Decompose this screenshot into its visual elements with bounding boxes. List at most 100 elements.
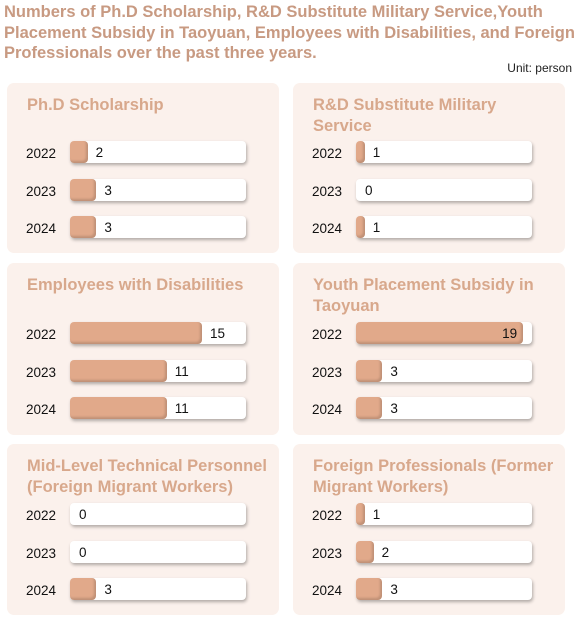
bar-row: 2023 2: [293, 540, 565, 567]
year-label: 2023: [312, 183, 343, 199]
value-label: 11: [174, 401, 189, 416]
bar-track: 3: [70, 216, 246, 238]
value-label: 1: [372, 220, 381, 235]
bar-row: 2024 3: [293, 397, 565, 423]
bar-track: 1: [356, 216, 532, 238]
year-label: 2024: [26, 221, 57, 236]
bar-row: 2022 2: [7, 141, 279, 167]
value-label: 0: [79, 507, 87, 522]
year-label: 2024: [312, 583, 343, 598]
year-label: 2024: [312, 402, 343, 417]
value-label: 3: [390, 363, 398, 379]
bar-row: 2024 11: [7, 397, 279, 423]
year-label: 2023: [312, 545, 343, 561]
bar-track: 3: [70, 578, 246, 600]
year-label: 2023: [26, 545, 57, 561]
value-label: 3: [390, 401, 398, 416]
value-label: 3: [390, 582, 398, 597]
bar: [356, 359, 383, 382]
value-label: 1: [372, 145, 381, 160]
bar: [70, 578, 97, 600]
bar-track: 15: [70, 322, 246, 344]
bar: [356, 216, 365, 238]
year-label: 2022: [26, 327, 57, 342]
year-label: 2024: [26, 583, 57, 598]
unit-label: Unit: person: [507, 61, 572, 75]
bar-track: 2: [70, 141, 246, 163]
bar-row: 2023 3: [293, 359, 565, 386]
value-label: 0: [365, 182, 373, 198]
bar-track: 0: [356, 178, 532, 201]
bar-track: 1: [356, 503, 532, 525]
year-label: 2023: [26, 364, 57, 380]
chart-panel: Employees with Disabilities 2022 15 2023 11 2…: [7, 263, 279, 435]
bar-track: 11: [70, 397, 246, 419]
value-label: 15: [210, 326, 226, 341]
bar: [356, 503, 365, 525]
bar: [70, 178, 97, 201]
bar-row: 2024 3: [293, 578, 565, 604]
bar: [356, 322, 524, 344]
bar: [70, 322, 202, 344]
value-label: 19: [502, 326, 518, 341]
bar-row: 2023 0: [7, 540, 279, 567]
bar-row: 2024 3: [7, 216, 279, 242]
bar-row: 2022 0: [7, 503, 279, 529]
bar-row: 2022 1: [293, 141, 565, 167]
value-label: 0: [79, 544, 87, 560]
bar: [356, 397, 383, 419]
bar-row: 2022 19: [293, 322, 565, 348]
year-label: 2022: [26, 508, 57, 523]
year-label: 2024: [26, 402, 57, 417]
bar-row: 2024 3: [7, 578, 279, 604]
bar-row: 2022 15: [7, 322, 279, 348]
year-label: 2024: [312, 221, 343, 236]
bar-track: 3: [70, 178, 246, 201]
value-label: 11: [174, 363, 189, 379]
bar: [70, 216, 97, 238]
panel-title: Foreign Professionals (Former Migrant Wo…: [313, 457, 554, 496]
year-label: 2022: [26, 146, 57, 161]
bar-row: 2023 0: [293, 178, 565, 205]
chart-panel: Mid-Level Technical Personnel (Foreign M…: [7, 444, 279, 615]
value-label: 2: [95, 145, 104, 160]
bar-track: 1: [356, 141, 532, 163]
chart-panel: R&D Substitute Military Service 2022 1 2023…: [293, 83, 565, 253]
value-label: 3: [104, 182, 112, 198]
bar: [70, 359, 167, 382]
bar: [356, 141, 365, 163]
year-label: 2022: [312, 327, 343, 342]
year-label: 2023: [312, 364, 343, 380]
panel-title: Ph.D Scholarship: [27, 96, 164, 114]
bar-track: 0: [70, 503, 246, 525]
bar: [70, 141, 88, 163]
value-label: 1: [372, 507, 381, 522]
panel-title: Employees with Disabilities: [27, 276, 244, 294]
panel-title: R&D Substitute Military Service: [313, 96, 497, 135]
bar-track: 3: [356, 397, 532, 419]
bar-row: 2024 1: [293, 216, 565, 242]
year-label: 2022: [312, 146, 343, 161]
chart-title: Numbers of Ph.D Scholarship, R&D Substit…: [4, 3, 575, 62]
chart-panel: Ph.D Scholarship 2022 2 2023 3 2024 3: [7, 83, 279, 253]
chart-panel: Youth Placement Subsidy in Taoyuan 2022 19…: [293, 263, 565, 435]
bar-track: 3: [356, 359, 532, 382]
bar-track: 0: [70, 540, 246, 563]
bar-track: 11: [70, 359, 246, 382]
panel-title: Mid-Level Technical Personnel (Foreign M…: [27, 457, 267, 496]
value-label: 3: [104, 220, 112, 235]
bar: [356, 578, 383, 600]
bar-row: 2023 11: [7, 359, 279, 386]
chart-panel: Foreign Professionals (Former Migrant Wo…: [293, 444, 565, 615]
value-label: 2: [381, 544, 390, 560]
value-label: 3: [104, 582, 112, 597]
bar-row: 2023 3: [7, 178, 279, 205]
bar-track: 2: [356, 540, 532, 563]
year-label: 2022: [312, 508, 343, 523]
bar-track: 3: [356, 578, 532, 600]
bar-row: 2022 1: [293, 503, 565, 529]
bar-track: 19: [356, 322, 532, 344]
bar: [70, 397, 167, 419]
year-label: 2023: [26, 183, 57, 199]
bar: [356, 540, 374, 563]
